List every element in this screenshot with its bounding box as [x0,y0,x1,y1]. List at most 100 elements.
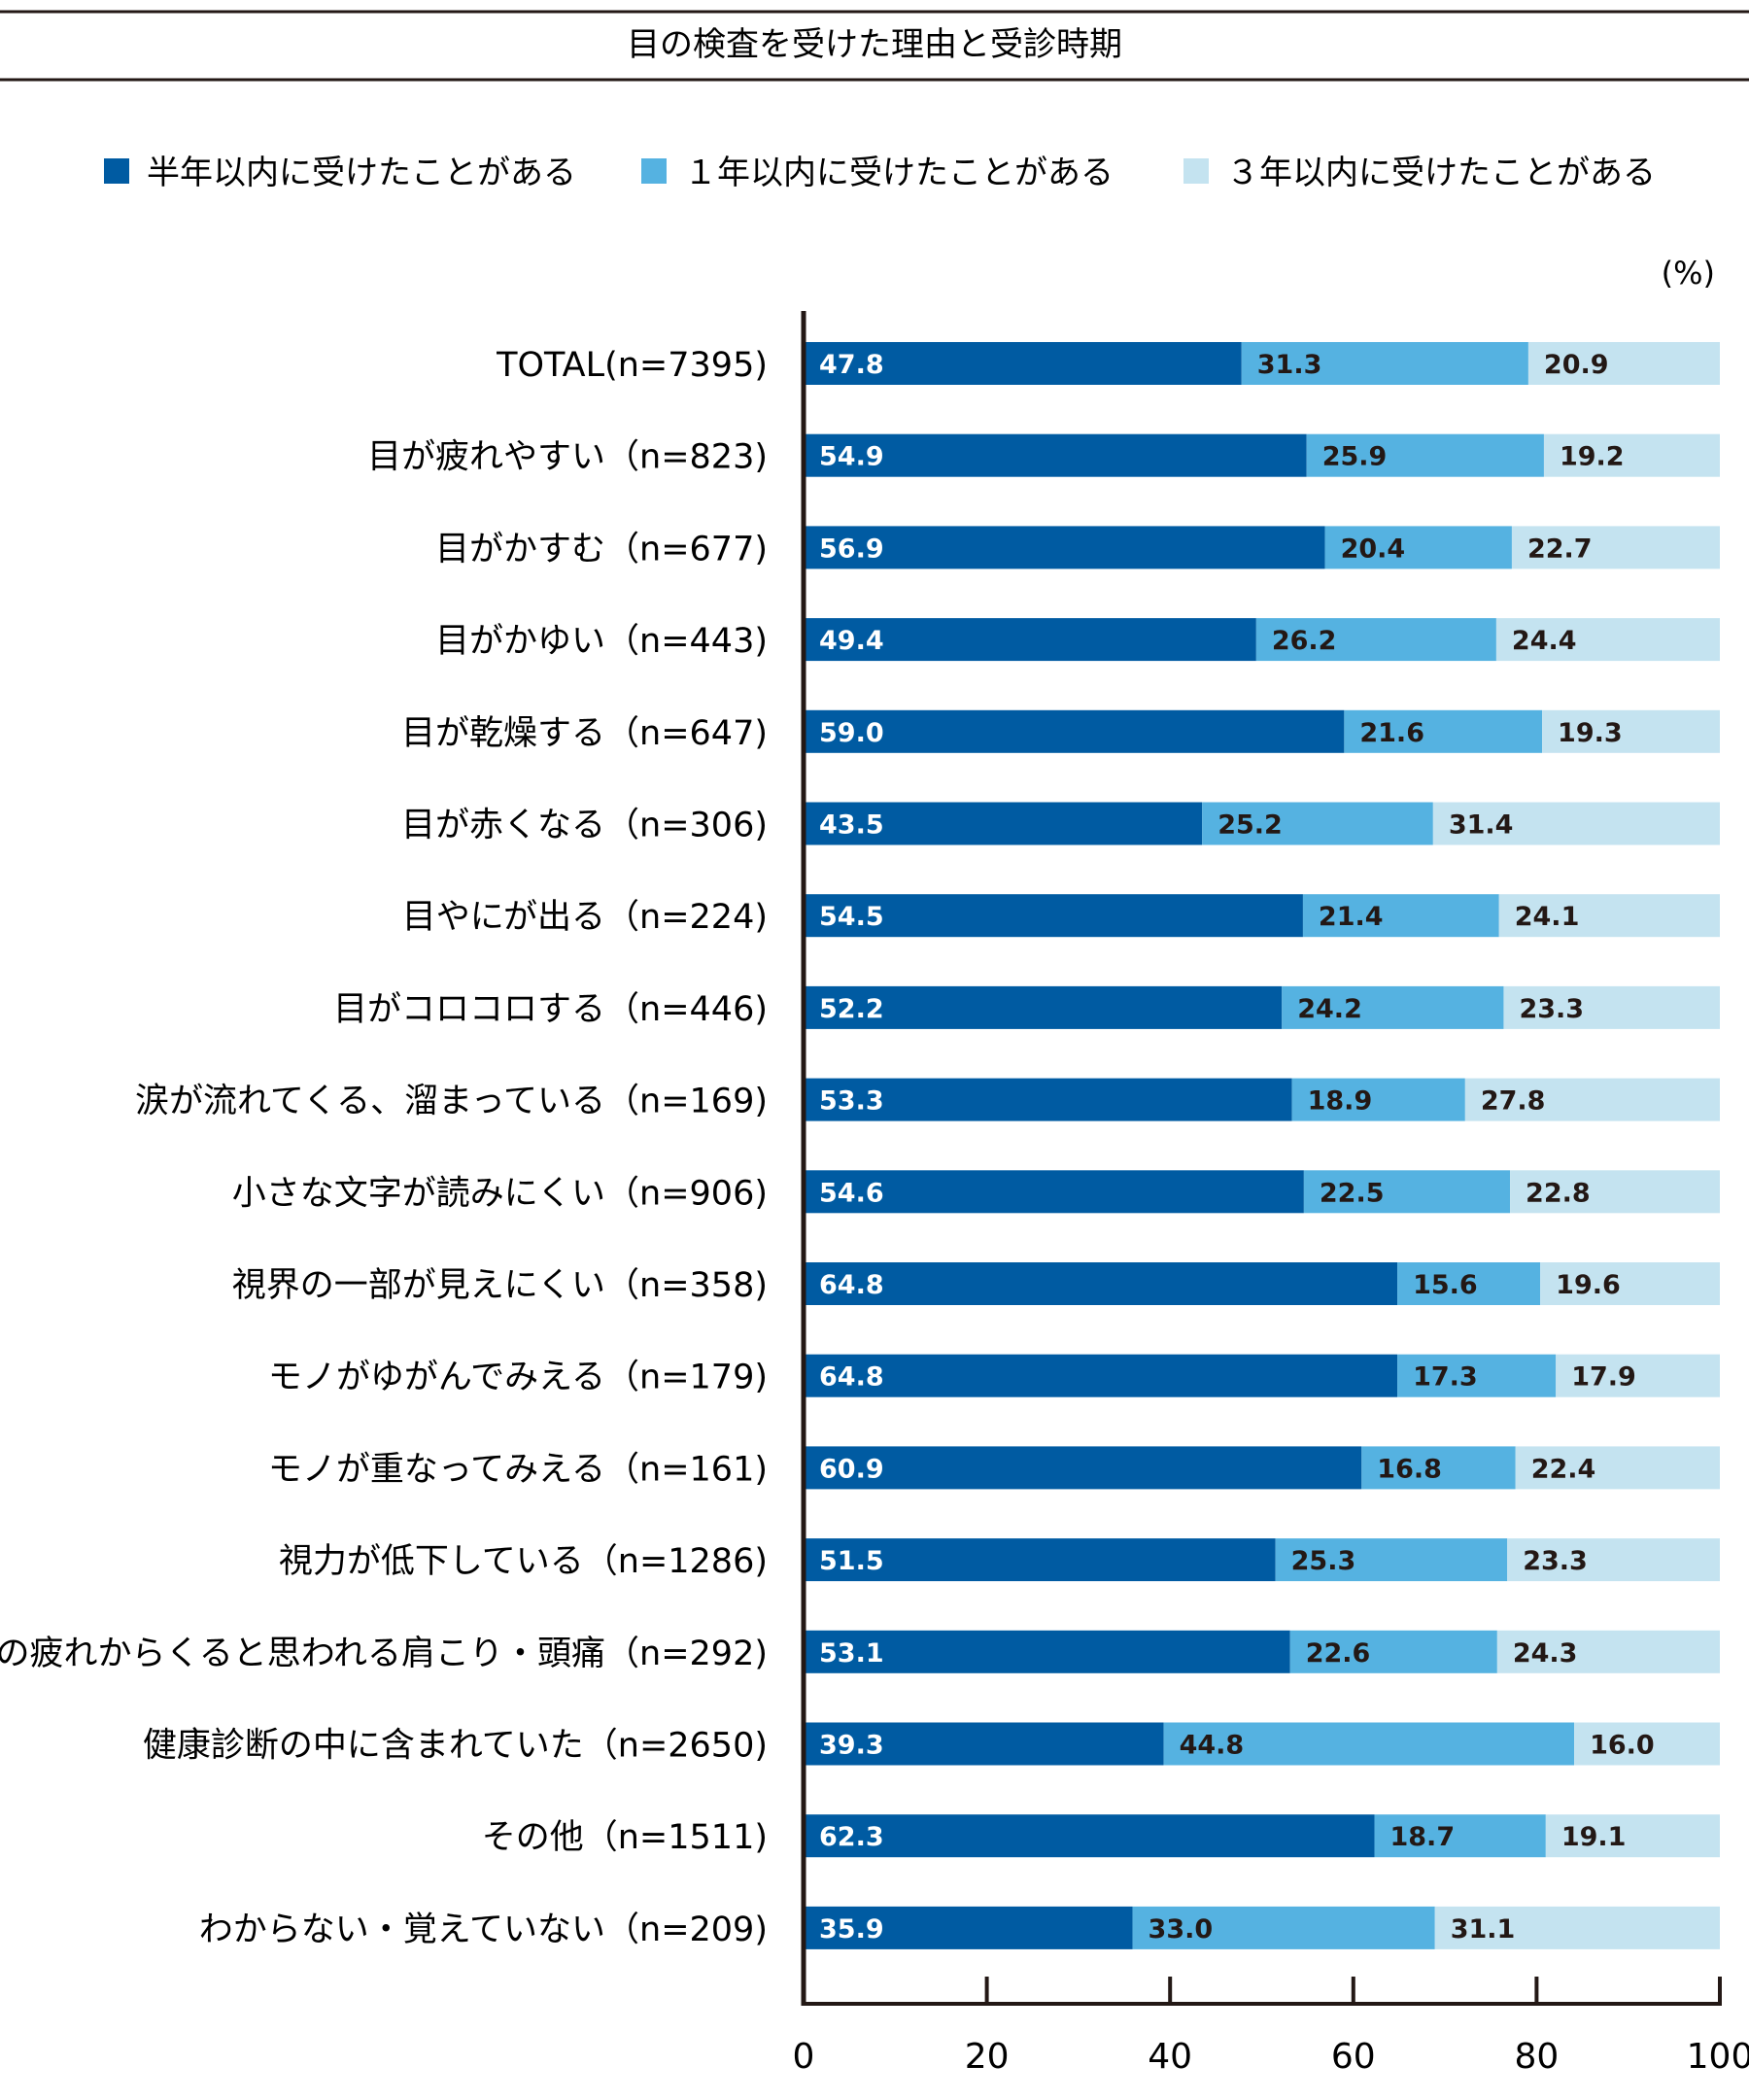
data-label: 26.2 [1272,626,1337,656]
data-label: 22.5 [1320,1178,1385,1208]
category-label: 目がコロコロする（n=446) [333,990,768,1029]
bar-segment-3 [1527,342,1720,385]
data-label: 24.2 [1297,994,1362,1024]
bar-segment-3 [1542,709,1720,753]
x-tick-label: 60 [1331,2037,1376,2077]
value-labels: 47.8 31.3 20.9 54.9 25.9 19.2 56.9 20.4 22.7 49.4… [819,350,1655,1945]
data-label: 18.9 [1308,1086,1373,1117]
data-label: 53.1 [819,1638,884,1669]
data-label: 54.9 [819,442,884,472]
bar-segment-2 [1324,526,1512,569]
bar-segment-3 [1464,1078,1720,1121]
data-label: 59.0 [819,718,884,748]
bar-segment-2 [1163,1722,1575,1766]
bar-segment-2 [1306,433,1544,477]
category-label: 目やにが出る（n=224) [402,898,768,937]
data-label: 33.0 [1149,1914,1214,1945]
category-label: 目が乾燥する（n=647) [401,714,768,753]
data-label: 64.8 [819,1362,884,1393]
bar-segment-2 [1202,802,1433,845]
bar-segment-2 [1282,985,1504,1029]
bar-segment-2 [1303,1170,1511,1214]
bar-segment-3 [1496,1630,1720,1673]
bar-segment-1 [804,1538,1276,1582]
data-label: 22.6 [1306,1638,1371,1669]
bar-segment-1 [804,1446,1362,1490]
data-label: 17.3 [1413,1362,1478,1393]
unit-label: (%) [1662,255,1715,292]
category-label: 目がかすむ（n=677) [435,530,768,568]
bar-segment-2 [1275,1538,1508,1582]
bar-segment-3 [1495,618,1720,662]
bar-segment-1 [804,709,1345,753]
bar-segment-1 [804,1078,1292,1121]
data-label: 19.6 [1556,1270,1621,1300]
category-label: モノがゆがんでみえる（n=179) [268,1359,768,1397]
data-label: 31.1 [1451,1914,1516,1945]
bar-segment-1 [804,1354,1398,1397]
bar-segment-3 [1556,1354,1720,1397]
category-label: 健康診断の中に含まれていた（n=2650) [143,1727,768,1766]
data-label: 49.4 [819,626,884,656]
data-label: 19.2 [1560,442,1625,472]
data-label: 16.8 [1377,1454,1442,1484]
category-label: 小さな文字が読みにくい（n=906) [232,1174,768,1213]
bar-segment-3 [1434,1906,1720,1949]
data-label: 25.3 [1291,1546,1356,1576]
data-label: 21.4 [1319,902,1384,932]
bar-segment-1 [804,1906,1133,1949]
data-label: 52.2 [819,994,884,1024]
category-label: 涙が流れてくる、溜まっている（n=169) [135,1083,768,1121]
bar-segment-1 [804,342,1242,385]
bar-segment-2 [1132,1906,1435,1949]
legend-label-3: ３年以内に受けたことがある [1226,154,1656,192]
bar-segment-2 [1291,1078,1465,1121]
x-tick-label: 100 [1687,2037,1749,2077]
bar-segment-3 [1543,433,1720,477]
x-tick-label: 80 [1514,2037,1559,2077]
data-label: 54.6 [819,1178,884,1208]
bar-segment-3 [1507,1538,1720,1582]
category-label: 目がかゆい（n=443) [435,622,768,661]
bar-segment-2 [1374,1814,1546,1858]
data-label: 56.9 [819,534,884,564]
legend-label-1: 半年以内に受けたことがある [147,154,576,192]
bar-segment-1 [804,1170,1304,1214]
axes: 0 20 40 60 80 100 [793,311,1749,2077]
legend-swatch-2 [641,158,667,184]
bar-segment-2 [1361,1446,1516,1490]
bar-segment-2 [1302,894,1499,938]
x-tick-label: 40 [1148,2037,1192,2077]
bar-segment-3 [1432,802,1720,845]
data-label: 47.8 [819,350,884,380]
data-label: 43.5 [819,810,884,841]
bar-segment-3 [1574,1722,1720,1766]
data-label: 22.4 [1531,1454,1596,1484]
category-label: 視界の一部が見えにくい（n=358) [232,1266,768,1305]
bar-segment-2 [1344,709,1543,753]
chart-title: 目の検査を受けた理由と受診時期 [627,25,1122,64]
bar-segment-1 [804,433,1307,477]
data-label: 15.6 [1413,1270,1478,1300]
data-label: 44.8 [1180,1731,1245,1761]
category-label: モノが重なってみえる（n=161) [268,1450,768,1489]
bar-segment-3 [1515,1446,1720,1490]
data-label: 60.9 [819,1454,884,1484]
bar-segment-3 [1540,1262,1720,1305]
data-label: 25.9 [1322,442,1388,472]
bar-segment-2 [1397,1262,1541,1305]
data-label: 19.3 [1558,718,1623,748]
x-tick-label: 0 [793,2037,815,2077]
data-label: 24.4 [1512,626,1577,656]
bar-segment-1 [804,985,1283,1029]
bar-segment-2 [1289,1630,1497,1673]
data-label: 53.3 [819,1086,884,1117]
data-label: 24.1 [1515,902,1580,932]
legend: 半年以内に受けたことがある １年以内に受けたことがある ３年以内に受けたことがある [104,154,1656,192]
data-label: 54.5 [819,902,884,932]
data-label: 21.6 [1359,718,1424,748]
bar-segment-3 [1498,894,1720,938]
bars [804,342,1720,1949]
category-labels: TOTAL(n=7395) 目が疲れやすい（n=823) 目がかすむ（n=677) 目… [0,346,768,1949]
